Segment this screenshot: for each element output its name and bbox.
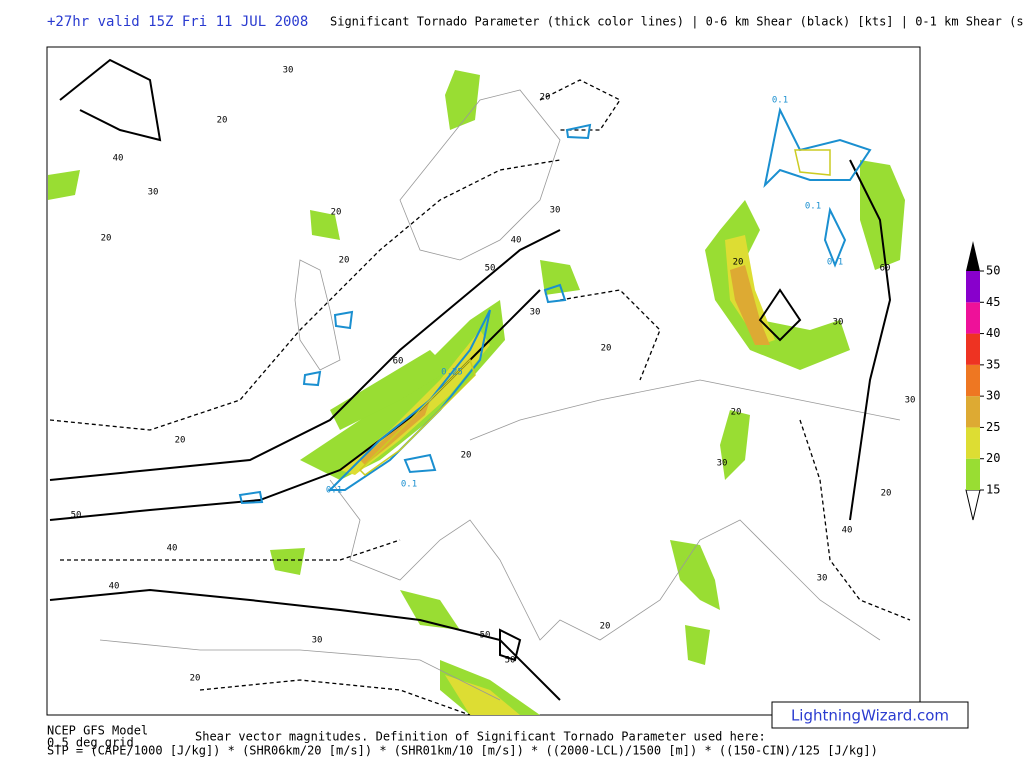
stp-contours-high xyxy=(358,149,831,476)
contour-label: 30 xyxy=(717,459,728,469)
legend-tick-label: 20 xyxy=(986,451,1000,465)
contour-label: 60 xyxy=(393,357,404,367)
contour-label: 20 xyxy=(731,408,742,418)
contour-label: 20 xyxy=(331,208,342,218)
contour-label: 20 xyxy=(600,622,611,632)
map-frame xyxy=(46,46,921,716)
legend-cap-bottom xyxy=(965,489,981,521)
contour-label: 20 xyxy=(190,674,201,684)
model-name: NCEP GFS Model xyxy=(47,724,148,738)
stp-contours xyxy=(238,106,872,505)
color-legend: 15 20 25 30 35 40 45 50 xyxy=(965,241,1000,521)
legend-swatch xyxy=(966,458,980,490)
shear-contours-dashed xyxy=(49,79,911,716)
coastlines xyxy=(99,89,901,701)
legend-swatch xyxy=(966,396,980,428)
contour-label: 40 xyxy=(167,544,178,554)
contour-label: 30 xyxy=(833,318,844,328)
stp-formula: STP = (CAPE/1000 [J/kg]) * (SHR06km/20 [… xyxy=(47,744,878,758)
legend-tick-label: 25 xyxy=(986,420,1000,434)
contour-label: 50 xyxy=(71,511,82,521)
legend-cap-top xyxy=(966,241,980,271)
legend-tick-label: 35 xyxy=(986,357,1000,371)
contour-label: 20 xyxy=(881,489,892,499)
legend-swatch xyxy=(966,302,980,334)
map-area: 30 20 20 40 30 20 20 20 40 50 30 20 60 30 20 50 40 40 30 20… xyxy=(46,46,921,716)
stp-label: 0.1 xyxy=(772,96,788,106)
stp-label: 0.25 xyxy=(441,368,463,378)
contour-label: 50 xyxy=(505,656,516,666)
contour-label: 20 xyxy=(175,436,186,446)
stp-label: 0.1 xyxy=(827,258,843,268)
logo-box xyxy=(771,701,969,729)
contour-label: 40 xyxy=(511,236,522,246)
valid-time: +27hr valid 15Z Fri 11 JUL 2008 xyxy=(47,14,308,30)
stp-label: 0.1 xyxy=(805,202,821,212)
contour-label: 40 xyxy=(113,154,124,164)
contour-label: 30 xyxy=(817,574,828,584)
legend-swatch xyxy=(966,364,980,397)
legend-swatch xyxy=(966,427,980,459)
stp-label: 0.1 xyxy=(326,486,342,496)
map-title: Significant Tornado Parameter (thick col… xyxy=(330,15,1024,29)
contour-label: 40 xyxy=(109,582,120,592)
contour-label: 20 xyxy=(733,258,744,268)
contour-label: 50 xyxy=(485,264,496,274)
contour-label: 30 xyxy=(312,636,323,646)
legend-tick-label: 50 xyxy=(986,264,1000,278)
legend-swatch xyxy=(966,271,980,303)
legend-tick-label: 40 xyxy=(986,326,1000,340)
contour-label: 20 xyxy=(217,116,228,126)
contour-label: 20 xyxy=(461,451,472,461)
legend-tick-label: 15 xyxy=(986,483,1000,497)
contour-label: 20 xyxy=(540,93,551,103)
contour-label: 30 xyxy=(148,188,159,198)
legend-tick-label: 45 xyxy=(986,295,1000,309)
contour-label: 40 xyxy=(842,526,853,536)
contour-label: 30 xyxy=(905,396,916,406)
contour-label: 30 xyxy=(550,206,561,216)
contour-label: 30 xyxy=(283,66,294,76)
logo: LightningWizard.com xyxy=(791,707,949,725)
contour-label: 50 xyxy=(480,631,491,641)
stp-label: 0.1 xyxy=(401,480,417,490)
contour-label: 20 xyxy=(339,256,350,266)
contour-label: 60 xyxy=(880,264,891,274)
definition-line: Shear vector magnitudes. Definition of S… xyxy=(195,730,766,744)
contour-label: 20 xyxy=(101,234,112,244)
contour-label: 20 xyxy=(601,344,612,354)
legend-tick-label: 30 xyxy=(986,389,1000,403)
grid-resolution: 0.5 deg grid xyxy=(47,736,134,750)
contour-label: 30 xyxy=(530,308,541,318)
shear-contours xyxy=(49,58,892,701)
legend-swatch xyxy=(966,333,980,365)
